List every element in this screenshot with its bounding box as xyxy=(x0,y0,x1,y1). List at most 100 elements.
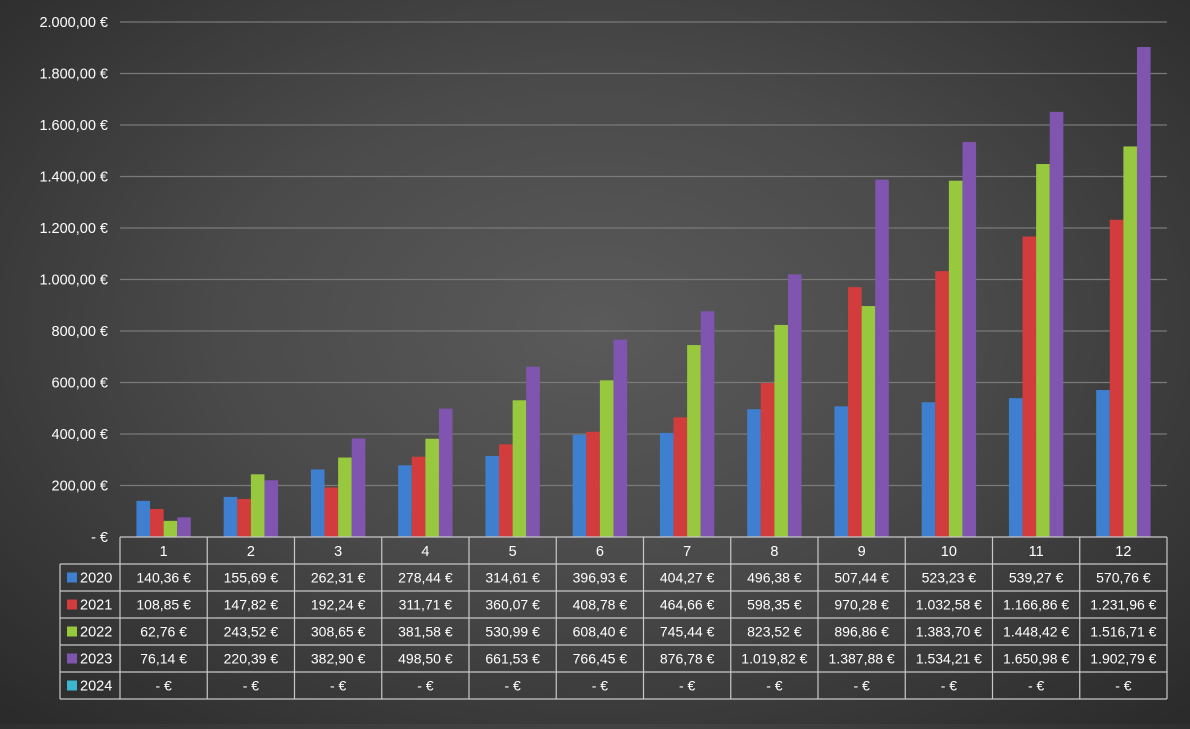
x-category-label: 3 xyxy=(334,544,342,560)
bar-2020-1 xyxy=(136,500,151,537)
data-label: 498,50 € xyxy=(398,651,453,667)
data-label: 496,38 € xyxy=(747,570,802,586)
bar-2023-3 xyxy=(351,438,366,537)
legend-label-2020: 2020 xyxy=(80,571,112,587)
x-category-label: 1 xyxy=(160,544,168,560)
y-tick-label: 1.000,00 € xyxy=(39,273,108,289)
legend-label-2022: 2022 xyxy=(80,625,112,641)
data-label: 530,99 € xyxy=(485,624,540,640)
bar-2021-1 xyxy=(150,508,164,537)
x-category-label: 5 xyxy=(509,544,517,560)
legend-swatch-2020 xyxy=(67,572,77,583)
data-label: 598,35 € xyxy=(747,597,802,613)
bar-2023-11 xyxy=(1049,111,1064,537)
bar-2020-6 xyxy=(572,434,587,537)
bar-2020-8 xyxy=(747,409,761,537)
bar-2023-9 xyxy=(875,179,889,537)
data-label: 1.387,88 € xyxy=(829,651,895,667)
data-label: 382,90 € xyxy=(311,651,366,667)
bar-2021-10 xyxy=(935,271,949,537)
bar-2022-4 xyxy=(425,438,439,537)
y-tick-label: 400,00 € xyxy=(52,427,108,443)
data-label: 147,82 € xyxy=(224,597,279,613)
gridlines xyxy=(120,21,1167,487)
data-label: - € xyxy=(243,678,260,694)
bar-2023-4 xyxy=(438,408,453,537)
data-label: 140,36 € xyxy=(136,570,191,586)
data-label: - € xyxy=(679,678,696,694)
bar-2023-12 xyxy=(1136,47,1151,537)
x-category-label: 11 xyxy=(1029,544,1044,560)
legend-swatch-2024 xyxy=(67,680,77,691)
data-label: - € xyxy=(417,678,434,694)
bar-2023-8 xyxy=(787,274,802,537)
x-category-label: 7 xyxy=(683,544,691,560)
y-axis-ticks: - € 200,00 € 400,00 € 600,00 € 800,00 € 1.000… xyxy=(39,15,108,546)
data-label: 62,76 € xyxy=(140,624,187,640)
data-label: - € xyxy=(1115,678,1132,694)
data-label: 523,23 € xyxy=(922,570,977,586)
data-label: - € xyxy=(504,678,521,694)
data-label: 76,14 € xyxy=(140,651,187,667)
y-tick-label: 800,00 € xyxy=(52,324,108,340)
data-label: 823,52 € xyxy=(747,624,802,640)
data-label: - € xyxy=(853,678,870,694)
data-label: 896,86 € xyxy=(834,624,889,640)
legend-label-2023: 2023 xyxy=(80,652,112,668)
bar-2020-10 xyxy=(921,402,936,537)
data-label: 1.534,21 € xyxy=(916,651,982,667)
data-label: 1.383,70 € xyxy=(916,624,982,640)
bar-2022-7 xyxy=(687,345,701,537)
bar-2021-5 xyxy=(499,444,513,537)
legend-label-2021: 2021 xyxy=(80,598,112,614)
data-label: 311,71 € xyxy=(399,597,453,613)
data-label: 262,31 € xyxy=(311,570,366,586)
data-label: 1.448,42 € xyxy=(1003,624,1069,640)
bar-2022-9 xyxy=(861,306,876,537)
y-tick-label: 2.000,00 € xyxy=(39,15,108,31)
bar-2021-11 xyxy=(1022,236,1037,537)
data-label: 608,40 € xyxy=(573,624,628,640)
data-label: 243,52 € xyxy=(224,624,279,640)
bar-2023-7 xyxy=(700,311,715,537)
bar-2022-12 xyxy=(1123,146,1137,537)
bar-2022-1 xyxy=(163,520,178,537)
data-label: 155,69 € xyxy=(224,570,279,586)
bar-2022-10 xyxy=(948,180,963,537)
bars xyxy=(136,47,1151,537)
data-label: - € xyxy=(592,678,609,694)
bar-2022-2 xyxy=(250,474,265,537)
data-label: 396,93 € xyxy=(573,570,628,586)
legend-swatch-2022 xyxy=(67,626,77,637)
y-tick-label: 1.400,00 € xyxy=(39,170,108,186)
data-label: 539,27 € xyxy=(1009,570,1064,586)
bar-2021-12 xyxy=(1109,219,1124,537)
bar-2021-9 xyxy=(848,287,862,537)
data-label: - € xyxy=(941,678,958,694)
y-tick-label: 1.600,00 € xyxy=(39,118,108,134)
bar-2020-5 xyxy=(485,455,500,537)
data-label: 1.166,86 € xyxy=(1003,597,1069,613)
bar-2021-3 xyxy=(324,487,339,537)
bar-2021-8 xyxy=(760,382,775,537)
data-label: 570,76 € xyxy=(1096,570,1151,586)
data-label: 108,85 € xyxy=(136,597,191,613)
bar-2022-5 xyxy=(512,400,527,537)
bar-2020-4 xyxy=(398,465,412,537)
data-label: 1.231,96 € xyxy=(1090,597,1156,613)
bar-2020-3 xyxy=(310,469,325,537)
bar-2023-10 xyxy=(962,141,977,537)
data-label: 408,78 € xyxy=(573,597,628,613)
bar-2021-4 xyxy=(411,456,426,537)
data-label: 876,78 € xyxy=(660,651,715,667)
bar-2022-3 xyxy=(338,457,352,537)
y-tick-label: 600,00 € xyxy=(52,376,108,392)
data-label: - € xyxy=(1028,678,1045,694)
data-label: 220,39 € xyxy=(224,651,279,667)
x-category-label: 12 xyxy=(1115,544,1131,560)
bar-2020-2 xyxy=(223,496,238,537)
bar-2023-5 xyxy=(526,366,540,537)
